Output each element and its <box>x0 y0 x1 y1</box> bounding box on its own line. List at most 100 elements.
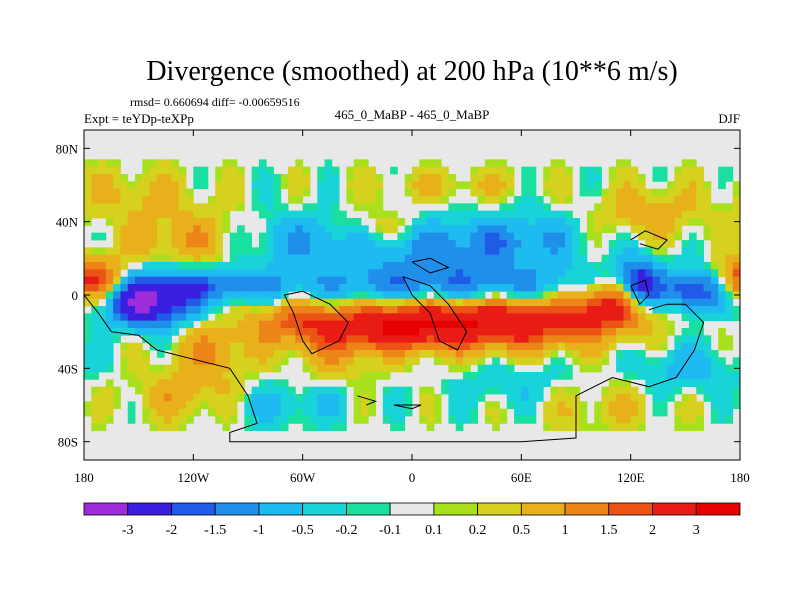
heatmap-cell <box>295 166 304 175</box>
heatmap-cell <box>186 357 194 366</box>
heatmap-cell <box>127 218 136 226</box>
heatmap-cell <box>623 218 632 226</box>
heatmap-cell <box>382 210 391 219</box>
heatmap-cell <box>404 335 413 344</box>
heatmap-cell <box>207 247 216 256</box>
heatmap-cell <box>499 276 508 285</box>
heatmap-cell <box>637 394 646 402</box>
heatmap-cell <box>667 225 675 234</box>
heatmap-cell <box>652 218 661 226</box>
x-tick-label: 180 <box>730 470 750 485</box>
heatmap-cell <box>178 218 187 226</box>
heatmap-cell <box>521 394 530 402</box>
heatmap-cell <box>127 320 136 329</box>
heatmap-cell <box>586 218 595 226</box>
heatmap-cell <box>390 342 398 351</box>
heatmap-cell <box>105 313 114 322</box>
heatmap-cell <box>346 188 355 197</box>
heatmap-cell <box>543 416 551 424</box>
heatmap-cell <box>207 386 216 395</box>
heatmap-cell <box>339 386 347 395</box>
heatmap-cell <box>688 379 697 388</box>
heatmap-cell <box>302 276 311 285</box>
heatmap-cell <box>309 225 318 234</box>
colorbar: -3 -2 -1.5 -1 -0.5 -0.2 -0.1 0.1 0.2 0.5 1 1.5 2 3 <box>83 502 741 538</box>
heatmap-cell <box>521 372 530 380</box>
heatmap-cell <box>586 350 595 358</box>
heatmap-cell <box>419 181 427 190</box>
heatmap-cell <box>528 401 537 410</box>
heatmap-cell <box>164 254 172 263</box>
heatmap-cell <box>718 262 726 270</box>
heatmap-cell <box>484 408 493 417</box>
heatmap-cell <box>718 174 726 182</box>
heatmap-cell <box>142 188 150 197</box>
heatmap-cell <box>725 386 734 395</box>
heatmap-cell <box>579 335 588 344</box>
heatmap-cell <box>463 254 471 263</box>
heatmap-cell <box>506 174 515 182</box>
heatmap-cell <box>601 313 610 322</box>
heatmap-cell <box>550 181 559 190</box>
heatmap-cell <box>120 262 129 270</box>
heatmap-cell <box>98 159 107 168</box>
heatmap-cell <box>674 379 683 388</box>
heatmap-cell <box>710 401 719 410</box>
heatmap-cell <box>601 196 610 204</box>
heatmap-cell <box>142 298 150 307</box>
heatmap-cell <box>608 181 617 190</box>
heatmap-cell <box>390 291 398 300</box>
heatmap-cell <box>215 210 223 219</box>
heatmap-cell <box>696 379 704 388</box>
heatmap-cell <box>229 379 238 388</box>
heatmap-cell <box>732 181 741 190</box>
heatmap-cell <box>550 262 559 270</box>
heatmap-cell <box>448 203 457 212</box>
heatmap-cell <box>652 240 661 248</box>
heatmap-cell <box>426 240 435 248</box>
heatmap-cell <box>135 357 143 366</box>
heatmap-cell <box>222 335 231 344</box>
heatmap-cell <box>586 188 595 197</box>
heatmap-cell <box>258 276 267 285</box>
heatmap-cell <box>295 416 304 424</box>
heatmap-cell <box>732 306 741 314</box>
heatmap-cell <box>171 210 180 219</box>
heatmap-cell <box>616 174 624 182</box>
heatmap-cell <box>346 291 355 300</box>
heatmap-cell <box>470 379 478 388</box>
heatmap-cell <box>91 159 99 168</box>
heatmap-cell <box>630 166 639 175</box>
heatmap-cell <box>601 291 610 300</box>
heatmap-cell <box>535 210 544 219</box>
heatmap-cell <box>463 357 471 366</box>
heatmap-cell <box>535 225 544 234</box>
heatmap-cell <box>419 166 427 175</box>
heatmap-cell <box>572 232 581 241</box>
heatmap-cell <box>696 408 704 417</box>
heatmap-cell <box>186 350 194 358</box>
heatmap-cell <box>360 181 369 190</box>
heatmap-cell <box>309 357 318 366</box>
heatmap-cell <box>142 232 150 241</box>
heatmap-cell <box>222 386 231 395</box>
heatmap-cell <box>200 166 209 175</box>
heatmap-cell <box>127 254 136 263</box>
heatmap-cell <box>528 284 537 292</box>
heatmap-cell <box>499 240 508 248</box>
heatmap-cell <box>667 298 675 307</box>
heatmap-cell <box>317 232 325 241</box>
heatmap-cell <box>623 416 632 424</box>
heatmap-cell <box>477 379 486 388</box>
heatmap-cell <box>266 166 274 175</box>
heatmap-cell <box>506 276 515 285</box>
heatmap-cell <box>149 423 158 432</box>
heatmap-cell <box>710 203 719 212</box>
heatmap-cell <box>645 357 653 366</box>
heatmap-cell <box>113 174 121 182</box>
colorbar-swatch <box>695 502 741 516</box>
heatmap-cell <box>98 276 107 285</box>
heatmap-cell <box>251 313 260 322</box>
heatmap-cell <box>142 408 150 417</box>
heatmap-cell <box>105 284 114 292</box>
